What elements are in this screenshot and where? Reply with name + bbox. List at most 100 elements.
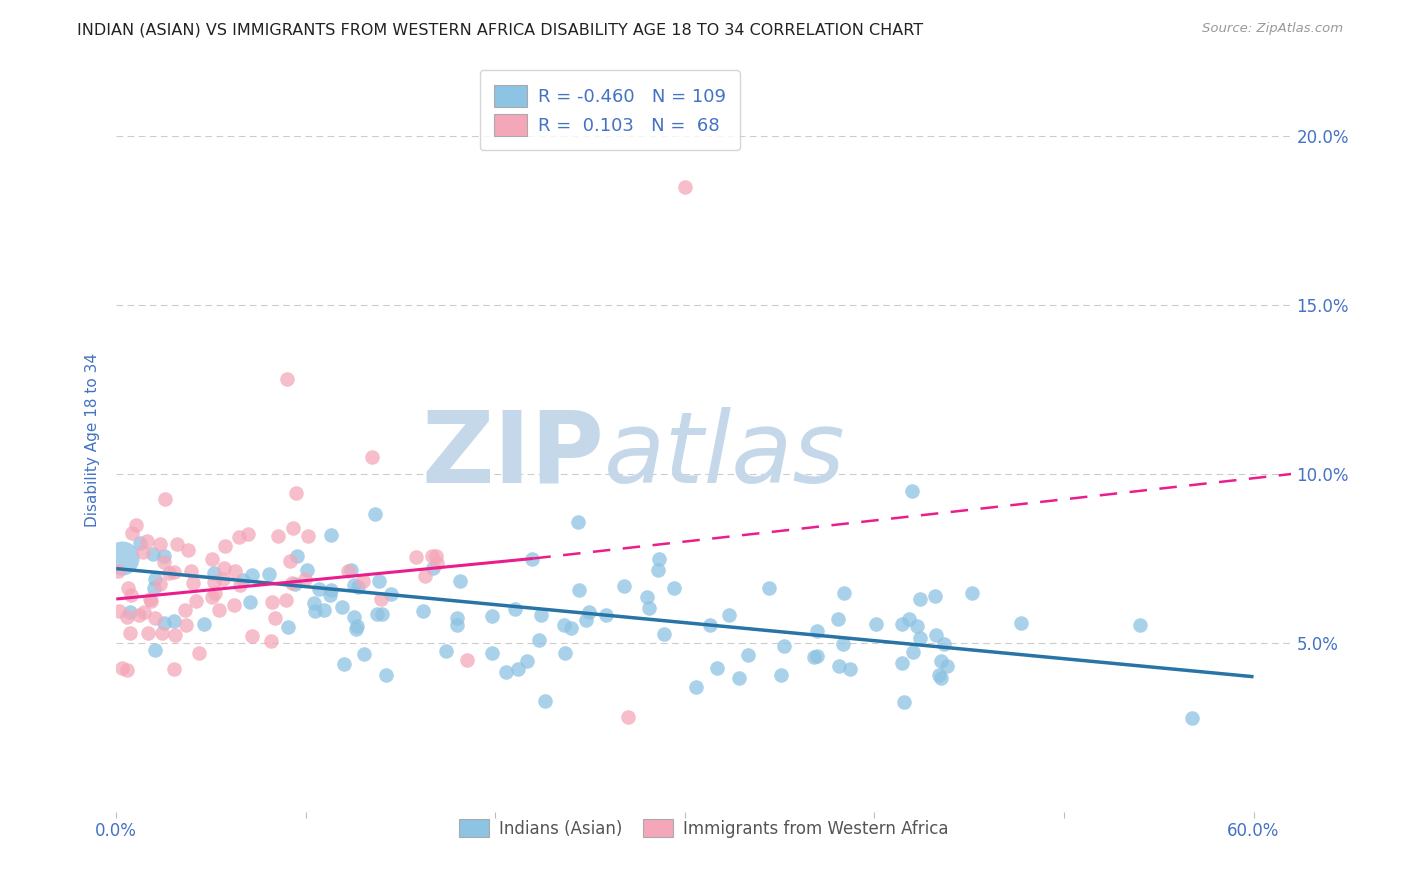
- Point: [728, 671, 751, 685]
- Point: [128, 536, 150, 550]
- Point: [118, 626, 141, 640]
- Point: [374, 668, 396, 682]
- Point: [891, 616, 914, 631]
- Point: [928, 668, 950, 682]
- Point: [121, 526, 143, 541]
- Point: [201, 591, 224, 605]
- Point: [346, 619, 368, 633]
- Point: [153, 555, 176, 569]
- Point: [141, 594, 163, 608]
- Point: [136, 534, 159, 549]
- Point: [228, 530, 250, 544]
- Point: [1128, 617, 1150, 632]
- Point: [184, 594, 207, 608]
- Point: [647, 563, 669, 577]
- Point: [434, 643, 457, 657]
- Point: [263, 610, 285, 624]
- Point: [865, 616, 887, 631]
- Point: [280, 576, 302, 591]
- Point: [925, 628, 948, 642]
- Point: [534, 694, 557, 708]
- Point: [166, 537, 188, 551]
- Point: [908, 632, 931, 646]
- Point: [568, 582, 591, 597]
- Point: [108, 604, 131, 618]
- Point: [260, 634, 283, 648]
- Point: [446, 611, 468, 625]
- Point: [503, 602, 526, 616]
- Point: [575, 613, 598, 627]
- Point: [516, 654, 538, 668]
- Text: Source: ZipAtlas.com: Source: ZipAtlas.com: [1202, 22, 1343, 36]
- Point: [426, 556, 449, 570]
- Point: [370, 607, 392, 621]
- Point: [333, 657, 356, 672]
- Point: [174, 602, 197, 616]
- Point: [481, 608, 503, 623]
- Point: [118, 605, 141, 619]
- Point: [208, 603, 231, 617]
- Point: [163, 566, 186, 580]
- Point: [772, 639, 794, 653]
- Point: [336, 564, 359, 578]
- Point: [150, 626, 173, 640]
- Point: [128, 607, 150, 622]
- Point: [149, 537, 172, 551]
- Point: [163, 662, 186, 676]
- Point: [115, 663, 138, 677]
- Point: [224, 564, 246, 578]
- Point: [149, 577, 172, 591]
- Point: [617, 710, 640, 724]
- Point: [706, 661, 728, 675]
- Text: atlas: atlas: [605, 407, 845, 504]
- Text: ZIP: ZIP: [422, 407, 605, 504]
- Point: [180, 564, 202, 578]
- Point: [412, 604, 434, 618]
- Point: [143, 611, 166, 625]
- Point: [152, 615, 174, 630]
- Point: [673, 179, 696, 194]
- Point: [578, 605, 600, 619]
- Point: [560, 621, 582, 635]
- Point: [143, 573, 166, 587]
- Point: [304, 596, 326, 610]
- Point: [636, 591, 658, 605]
- Point: [153, 492, 176, 507]
- Point: [297, 528, 319, 542]
- Point: [425, 549, 447, 563]
- Point: [527, 633, 550, 648]
- Point: [260, 595, 283, 609]
- Point: [832, 637, 855, 651]
- Point: [157, 566, 180, 580]
- Point: [699, 618, 721, 632]
- Point: [891, 656, 914, 670]
- Point: [769, 667, 792, 681]
- Point: [685, 680, 707, 694]
- Point: [340, 563, 363, 577]
- Point: [405, 549, 427, 564]
- Point: [187, 646, 209, 660]
- Point: [124, 518, 146, 533]
- Point: [232, 573, 254, 587]
- Point: [132, 605, 155, 619]
- Point: [319, 528, 342, 542]
- Point: [718, 608, 741, 623]
- Point: [758, 581, 780, 595]
- Point: [446, 617, 468, 632]
- Point: [212, 572, 235, 586]
- Point: [344, 623, 367, 637]
- Point: [343, 610, 366, 624]
- Point: [267, 529, 290, 543]
- Point: [319, 582, 342, 597]
- Point: [204, 586, 226, 600]
- Point: [638, 601, 661, 615]
- Point: [314, 603, 336, 617]
- Point: [276, 592, 298, 607]
- Point: [1181, 711, 1204, 725]
- Point: [361, 450, 384, 464]
- Point: [193, 617, 215, 632]
- Point: [240, 630, 263, 644]
- Point: [929, 671, 952, 685]
- Point: [370, 592, 392, 607]
- Point: [960, 585, 983, 599]
